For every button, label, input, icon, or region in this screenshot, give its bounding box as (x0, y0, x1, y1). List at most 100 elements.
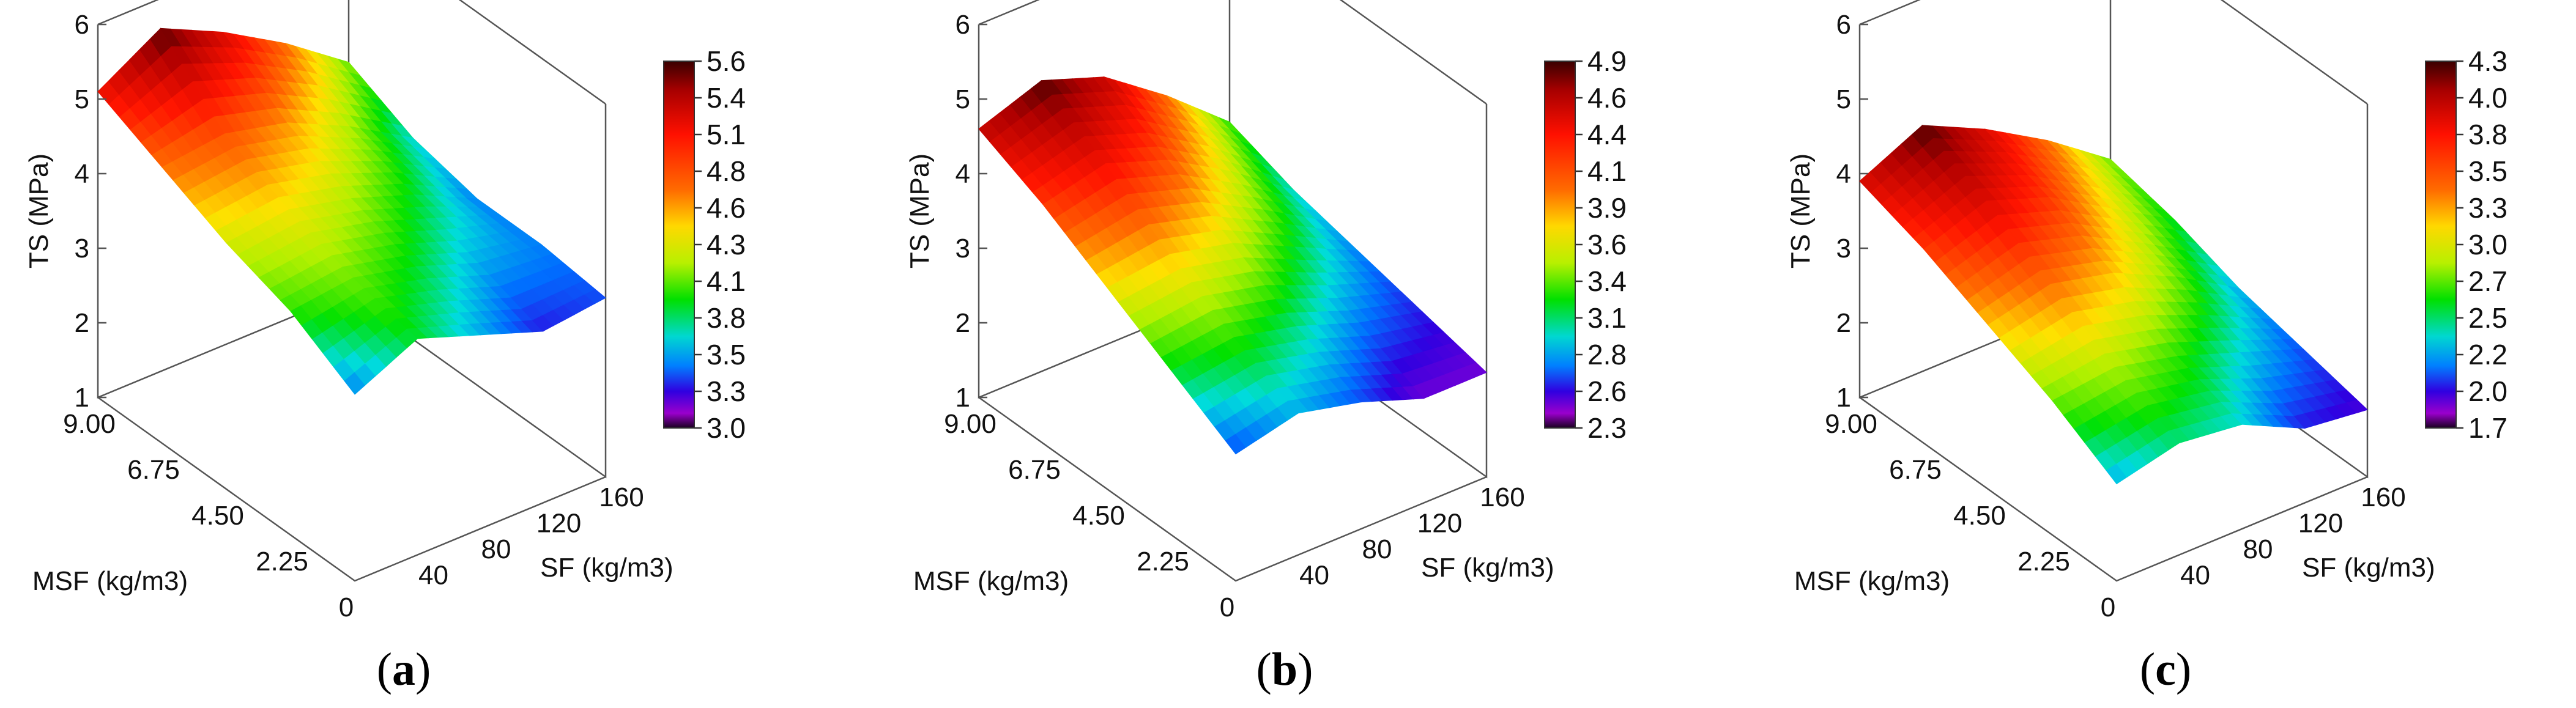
msf-tick-label: 9.00 (1825, 409, 1877, 439)
msf-axis: 9.00 6.75 4.50 2.25 0 MSF (kg/m3) (1794, 409, 2115, 622)
msf-tick-label: 4.50 (1953, 501, 2006, 531)
colorbar-tick-label: 2.7 (2468, 265, 2507, 297)
sf-tick-label: 40 (2180, 561, 2210, 591)
colorbar-tick-label: 4.4 (1587, 119, 1627, 150)
msf-tick-label: 9.00 (63, 409, 116, 439)
axis-box (978, 0, 1488, 582)
colorbar-tick-label: 4.6 (1587, 82, 1627, 114)
sf-axis: 40 80 120 160 SF (kg/m3) (2180, 482, 2435, 591)
z-tick-label: 2 (75, 308, 89, 338)
surface (97, 28, 606, 395)
sf-axis-label: SF (kg/m3) (540, 553, 674, 583)
z-axis: 1 2 3 4 5 6 TS (MPa) (24, 10, 106, 413)
colorbar-tick-label: 2.6 (1587, 375, 1627, 407)
sf-tick-label: 120 (1417, 509, 1462, 539)
z-tick-label: 4 (956, 159, 970, 189)
colorbar-tick-label: 3.0 (2468, 229, 2507, 260)
colorbar-tick-label: 4.9 (1587, 45, 1627, 77)
colorbar-tick-label: 3.1 (1587, 302, 1627, 334)
z-tick-label: 3 (956, 234, 970, 264)
colorbar-tick-label: 3.3 (2468, 192, 2507, 224)
sf-tick-label: 160 (599, 482, 644, 512)
z-axis: 1 2 3 4 5 6 TS (MPa) (1786, 10, 1868, 413)
panel-c: 1 2 3 4 5 6 TS (MPa) 9.00 6.75 4.50 2.25 0 MSF (kg/m… (1786, 0, 2507, 695)
colorbar-tick-label: 4.1 (1587, 155, 1627, 187)
colorbar-tick-label: 3.8 (2468, 119, 2507, 150)
colorbar-tick-label: 3.8 (707, 302, 746, 334)
z-tick-label: 6 (956, 10, 970, 40)
sf-axis: 40 80 120 160 SF (kg/m3) (1299, 482, 1554, 591)
z-tick-label: 6 (1836, 10, 1851, 40)
sf-tick-label: 40 (418, 561, 448, 591)
colorbar-tick-label: 4.3 (707, 229, 746, 260)
sf-tick-label: 160 (2361, 482, 2405, 512)
z-tick-label: 5 (956, 84, 970, 114)
colorbar-tick-label: 3.9 (1587, 192, 1627, 224)
msf-axis: 9.00 6.75 4.50 2.25 0 MSF (kg/m3) (913, 409, 1234, 622)
colorbar-tick-label: 4.6 (707, 192, 746, 224)
colorbar-tick-label: 3.5 (707, 339, 746, 371)
z-tick-label: 2 (1836, 308, 1851, 338)
z-tick-label: 5 (75, 84, 89, 114)
msf-tick-label: 2.25 (256, 547, 308, 577)
colorbar-tick-label: 2.3 (1587, 412, 1627, 444)
panel-b: 1 2 3 4 5 6 TS (MPa) 9.00 6.75 4.50 2.25 0 MSF (kg/m… (905, 0, 1627, 695)
sf-tick-label: 80 (481, 534, 511, 564)
msf-tick-label: 0 (2101, 592, 2115, 622)
colorbar: 4.9 4.6 4.4 4.1 3.9 3.6 3.4 3.1 2.8 2.6 2.3 (1544, 45, 1627, 444)
msf-tick-label: 0 (339, 592, 354, 622)
sf-axis-label: SF (kg/m3) (1421, 553, 1554, 583)
msf-tick-label: 2.25 (2017, 547, 2070, 577)
z-tick-label: 6 (75, 10, 89, 40)
sf-tick-label: 40 (1299, 561, 1329, 591)
colorbar-gradient (1544, 61, 1576, 429)
z-tick-label: 4 (75, 159, 89, 189)
panel-caption: (c) (2140, 644, 2191, 695)
sf-tick-label: 80 (1362, 534, 1392, 564)
colorbar-tick-label: 5.1 (707, 119, 746, 150)
z-axis-label: TS (MPa) (905, 153, 935, 268)
msf-tick-label: 6.75 (1889, 455, 1942, 485)
colorbar-tick-label: 1.7 (2468, 412, 2507, 444)
msf-tick-label: 4.50 (1072, 501, 1125, 531)
z-axis-label: TS (MPa) (24, 153, 54, 268)
z-tick-label: 1 (956, 383, 970, 413)
sf-tick-label: 160 (1480, 482, 1524, 512)
sf-tick-label: 80 (2243, 534, 2273, 564)
colorbar-tick-label: 3.4 (1587, 265, 1627, 297)
z-tick-label: 2 (956, 308, 970, 338)
colorbar-tick-label: 4.3 (2468, 45, 2507, 77)
panel-a: 1 2 3 4 5 6 TS (MPa) 9.00 6.75 4.50 2.25 0 MSF (kg/m… (24, 0, 746, 695)
z-tick-label: 3 (75, 234, 89, 264)
panel-caption: (a) (377, 644, 431, 695)
msf-tick-label: 9.00 (944, 409, 997, 439)
colorbar-tick-label: 4.8 (707, 155, 746, 187)
surface (1859, 125, 2368, 485)
z-tick-label: 1 (75, 383, 89, 413)
colorbar-tick-label: 3.5 (2468, 155, 2507, 187)
msf-tick-label: 6.75 (127, 455, 180, 485)
colorbar-tick-label: 3.0 (707, 412, 746, 444)
colorbar-tick-label: 4.0 (2468, 82, 2507, 114)
msf-axis-label: MSF (kg/m3) (32, 566, 188, 596)
sf-tick-label: 120 (2298, 509, 2343, 539)
colorbar-gradient (2425, 61, 2457, 429)
z-tick-label: 5 (1836, 84, 1851, 114)
colorbar-tick-label: 2.2 (2468, 339, 2507, 371)
sf-tick-label: 120 (536, 509, 581, 539)
colorbar-tick-label: 2.0 (2468, 375, 2507, 407)
msf-tick-label: 0 (1220, 592, 1234, 622)
z-axis: 1 2 3 4 5 6 TS (MPa) (905, 10, 987, 413)
colorbar-tick-label: 2.5 (2468, 302, 2507, 334)
msf-tick-label: 6.75 (1008, 455, 1061, 485)
z-axis-label: TS (MPa) (1786, 153, 1816, 268)
msf-tick-label: 4.50 (191, 501, 244, 531)
colorbar: 4.3 4.0 3.8 3.5 3.3 3.0 2.7 2.5 2.2 2.0 1.7 (2425, 45, 2507, 444)
colorbar-tick-label: 5.6 (707, 45, 746, 77)
surface (978, 76, 1487, 455)
sf-axis-label: SF (kg/m3) (2302, 553, 2435, 583)
colorbar-tick-label: 4.1 (707, 265, 746, 297)
msf-axis-label: MSF (kg/m3) (1794, 566, 1950, 596)
colorbar-tick-label: 3.6 (1587, 229, 1627, 260)
